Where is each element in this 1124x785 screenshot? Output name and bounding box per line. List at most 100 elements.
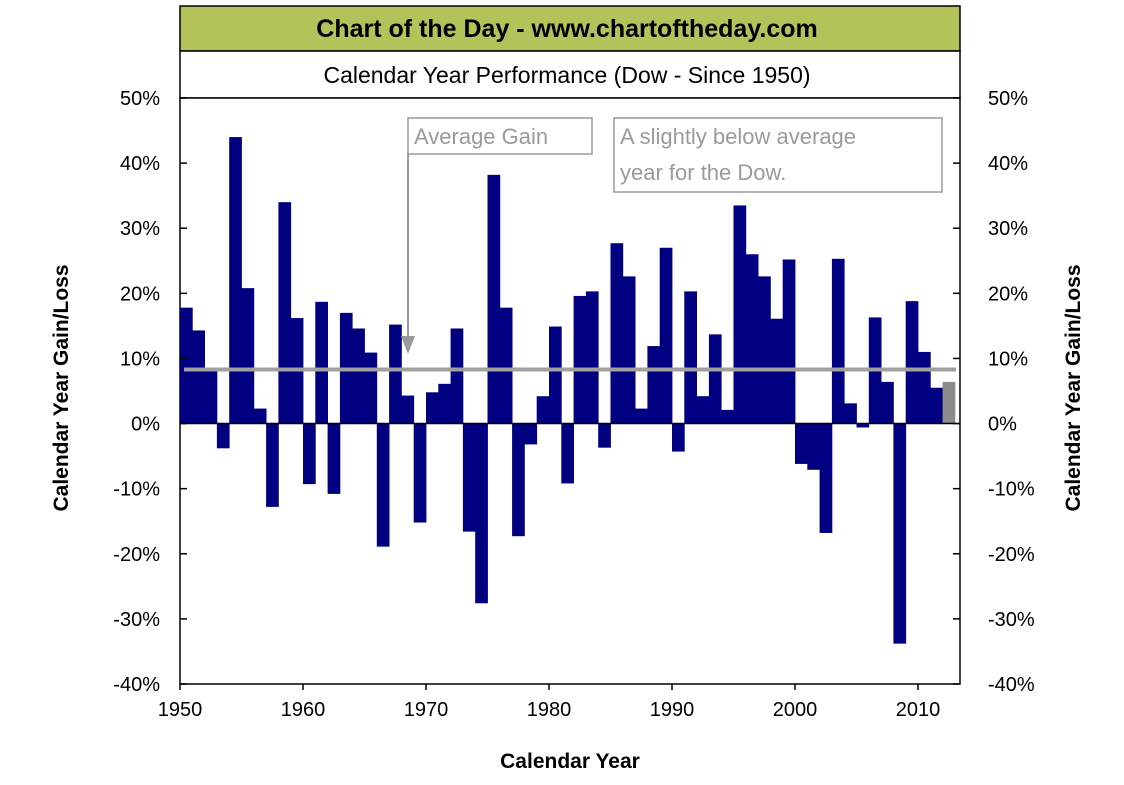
y-tick-label: -30% — [113, 609, 160, 631]
bar-2002 — [819, 423, 833, 533]
y-tick-label: 40% — [988, 153, 1028, 175]
y-tick-label: 30% — [120, 218, 160, 240]
average-gain-label-box — [407, 117, 593, 155]
bar-1976 — [499, 307, 513, 424]
bar-1986 — [622, 276, 636, 424]
bar-2000 — [795, 423, 808, 464]
x-tick-label: 1970 — [404, 699, 449, 721]
bar-1962 — [327, 423, 341, 494]
bar-1957 — [266, 423, 279, 507]
banner-background — [179, 5, 961, 52]
bar-1972 — [450, 328, 464, 424]
y-tick-label: -10% — [113, 479, 160, 501]
bar-2009 — [905, 301, 919, 424]
y-tick-label: 20% — [988, 283, 1028, 305]
y-tick-label: -10% — [988, 479, 1035, 501]
y-axis-right: 50% 40% 30% 20% 10% 0% -10% -20% -30% -40% — [953, 88, 1035, 696]
y-axis-title-left: Calendar Year Gain/Loss — [50, 264, 73, 511]
bar-1993 — [708, 334, 722, 424]
x-tick-label: 1960 — [281, 699, 326, 721]
bar-1982 — [573, 295, 587, 424]
y-tick-label: 20% — [120, 283, 160, 305]
bar-1953 — [216, 423, 230, 449]
y-tick-label: -30% — [988, 609, 1035, 631]
average-gain-arrowhead — [401, 336, 415, 354]
y-tick-label: 0% — [131, 414, 160, 436]
bar-1950 — [180, 307, 193, 424]
y-tick-label: 10% — [120, 348, 160, 370]
note-line-2: year for the Dow. — [620, 160, 786, 185]
bar-1955 — [241, 288, 255, 424]
x-axis-title: Calendar Year — [500, 750, 640, 773]
y-tick-label: 50% — [120, 88, 160, 110]
bar-1970 — [426, 392, 439, 424]
y-tick-label: -40% — [113, 674, 160, 696]
bar-1961 — [315, 301, 328, 424]
x-tick-label: 2000 — [773, 699, 818, 721]
bar-1958 — [278, 202, 292, 424]
y-tick-label: 50% — [988, 88, 1028, 110]
bar-1990 — [672, 423, 685, 452]
bar-1996 — [745, 254, 759, 424]
bar-1985 — [610, 243, 624, 424]
bar-1992 — [696, 396, 710, 424]
x-tick-label: 1950 — [158, 699, 203, 721]
bar-1966 — [376, 423, 390, 547]
bar-1969 — [413, 423, 427, 523]
bar-2001 — [807, 423, 820, 470]
bar-1978 — [524, 423, 538, 445]
bar-1994 — [721, 409, 734, 424]
note-box — [613, 117, 943, 193]
bar-1989 — [659, 247, 673, 424]
bar-1979 — [536, 396, 550, 424]
bar-2007 — [881, 381, 894, 424]
bar-1983 — [585, 291, 599, 424]
y-tick-label: -20% — [988, 544, 1035, 566]
bar-2008 — [893, 423, 907, 644]
x-tick-label: 1990 — [650, 699, 695, 721]
bar-1991 — [684, 291, 697, 424]
y-tick-label: -40% — [988, 674, 1035, 696]
bar-1964 — [352, 328, 365, 424]
bar-1988 — [647, 346, 661, 424]
bar-1956 — [253, 408, 267, 424]
y-tick-label: -20% — [113, 544, 160, 566]
bar-1974 — [475, 423, 488, 604]
x-tick-label: 1980 — [527, 699, 572, 721]
bar-1971 — [438, 383, 451, 424]
y-axis-title-right: Calendar Year Gain/Loss — [1062, 264, 1085, 511]
plot-area — [179, 97, 961, 685]
bar-1968 — [401, 395, 415, 424]
chart-title: Calendar Year Performance (Dow - Since 1… — [323, 62, 810, 88]
bar-2012 — [942, 381, 956, 424]
x-axis: 1950 1960 1970 1980 1990 2000 2010 — [158, 684, 941, 721]
subtitle-box — [179, 50, 961, 99]
bar-1981 — [561, 423, 574, 484]
bar-1999 — [782, 259, 796, 424]
bar-1973 — [462, 423, 476, 532]
bar-2010 — [918, 351, 931, 424]
average-gain-label: Average Gain — [414, 124, 548, 149]
bar-2003 — [831, 258, 845, 424]
bar-1965 — [364, 352, 378, 424]
x-tick-label: 2010 — [896, 699, 941, 721]
bar-1951 — [192, 330, 205, 424]
bar-1977 — [512, 423, 525, 537]
y-tick-label: 30% — [988, 218, 1028, 240]
bar-1960 — [303, 423, 316, 485]
bar-1997 — [758, 276, 771, 424]
bar-2011 — [930, 387, 943, 424]
note-line-1: A slightly below average — [620, 124, 856, 149]
bar-2004 — [844, 403, 857, 424]
banner-title: Chart of the Day - www.chartoftheday.com — [316, 15, 817, 43]
bar-1967 — [389, 324, 402, 424]
bar-1987 — [635, 408, 648, 424]
bar-1952 — [204, 368, 218, 424]
bar-2005 — [856, 423, 870, 428]
y-tick-label: 40% — [120, 153, 160, 175]
y-tick-label: 10% — [988, 348, 1028, 370]
y-axis-left: 50% 40% 30% 20% 10% 0% -10% -20% -30% -40% — [113, 88, 187, 696]
bar-1980 — [549, 326, 562, 424]
bar-1975 — [487, 174, 501, 424]
